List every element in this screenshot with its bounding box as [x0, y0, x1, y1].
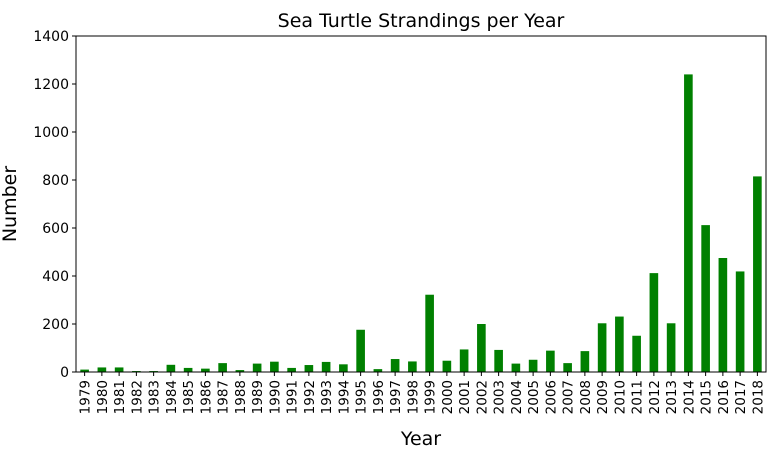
bar-1990: [270, 361, 279, 372]
x-tick-label: 2007: [561, 380, 577, 414]
x-tick-label: 2008: [578, 380, 594, 414]
bar-2017: [735, 271, 745, 372]
x-axis-label: Year: [400, 428, 441, 450]
bar-1998: [408, 361, 417, 372]
bar-2014: [684, 74, 693, 373]
x-tick-label: 1986: [198, 380, 214, 414]
y-tick-label: 600: [42, 221, 69, 237]
x-tick-label: 1993: [319, 380, 335, 414]
x-tick-label: 1994: [336, 380, 352, 414]
x-tick-label: 1979: [78, 380, 94, 414]
x-tick-label: 2017: [733, 380, 749, 414]
bar-2005: [528, 359, 538, 372]
x-tick-label: 2002: [474, 380, 490, 414]
x-tick-label: 1996: [371, 380, 387, 414]
x-tick-label: 2005: [526, 380, 542, 414]
y-axis-label: Number: [0, 166, 21, 243]
bar-1984: [166, 364, 176, 372]
bar-1981: [114, 367, 124, 372]
x-tick-label: 1999: [423, 380, 439, 414]
x-tick-label: 1989: [250, 380, 266, 414]
bar-1979: [80, 369, 89, 372]
x-tick-label: 1984: [164, 380, 180, 414]
x-tick-label: 2009: [595, 380, 611, 414]
x-tick-label: 2015: [699, 380, 715, 414]
x-tick-label: 1980: [95, 380, 111, 414]
bar-2001: [459, 349, 469, 372]
bar-1988: [235, 370, 245, 372]
bar-2011: [632, 335, 641, 372]
x-tick-label: 1987: [216, 380, 232, 414]
x-tick-label: 1991: [285, 380, 301, 414]
x-tick-label: 1981: [112, 380, 128, 414]
bar-1999: [425, 294, 434, 372]
x-tick-label: 2014: [681, 380, 697, 414]
x-tick-label: 1992: [302, 380, 318, 414]
x-tick-label: 1982: [129, 380, 145, 414]
bar-2013: [666, 323, 676, 372]
plot-frame: [75, 35, 767, 373]
bar-1993: [321, 361, 331, 372]
x-tick-label: 2011: [630, 380, 646, 414]
x-tick-label: 2000: [440, 380, 456, 414]
x-tick-label: 2018: [750, 380, 766, 414]
x-tick-label: 1983: [147, 380, 163, 414]
x-tick-label: 2012: [647, 380, 663, 414]
bar-1985: [183, 367, 193, 372]
x-tick-label: 2016: [716, 380, 732, 414]
y-tick-label: 1400: [33, 29, 69, 45]
x-tick-label: 1997: [388, 380, 404, 414]
x-tick-label: 1988: [233, 380, 249, 414]
bar-2008: [580, 351, 590, 372]
bar-1994: [339, 364, 348, 372]
bar-1991: [287, 367, 296, 372]
bar-2009: [597, 323, 607, 372]
bar-1987: [218, 363, 227, 372]
bar-1997: [390, 359, 400, 372]
bar-1995: [356, 329, 365, 372]
x-tick-label: 2003: [492, 380, 508, 414]
x-tick-label: 1998: [405, 380, 421, 414]
y-tick-label: 400: [42, 269, 69, 285]
y-tick-label: 0: [60, 365, 69, 381]
bar-2018: [753, 176, 762, 372]
bar-2003: [494, 349, 503, 372]
x-tick-label: 2001: [457, 380, 473, 414]
x-tick-label: 2010: [612, 380, 628, 414]
bar-2007: [563, 363, 572, 372]
bar-1996: [373, 369, 383, 372]
x-tick-label: 1985: [181, 380, 197, 414]
bar-2010: [615, 316, 624, 372]
x-tick-label: 2013: [664, 380, 680, 414]
bar-2002: [477, 324, 486, 372]
bar-2006: [546, 350, 555, 372]
x-tick-label: 1995: [354, 380, 370, 414]
y-tick-label: 1000: [33, 125, 69, 141]
x-tick-label: 2006: [543, 380, 559, 414]
x-tick-label: 1990: [267, 380, 283, 414]
bar-2004: [511, 363, 521, 372]
y-tick-label: 1200: [33, 77, 69, 93]
bar-1992: [304, 365, 314, 372]
chart-title: Sea Turtle Strandings per Year: [278, 10, 565, 32]
bar-2015: [701, 225, 710, 372]
bar-1986: [201, 368, 210, 372]
bar-2000: [442, 360, 452, 372]
y-tick-label: 200: [42, 317, 69, 333]
bar-1980: [97, 367, 107, 372]
x-tick-label: 2004: [509, 380, 525, 414]
y-tick-label: 800: [42, 173, 69, 189]
bar-2012: [649, 273, 659, 372]
bar-2016: [718, 258, 728, 372]
bar-1989: [252, 363, 262, 372]
